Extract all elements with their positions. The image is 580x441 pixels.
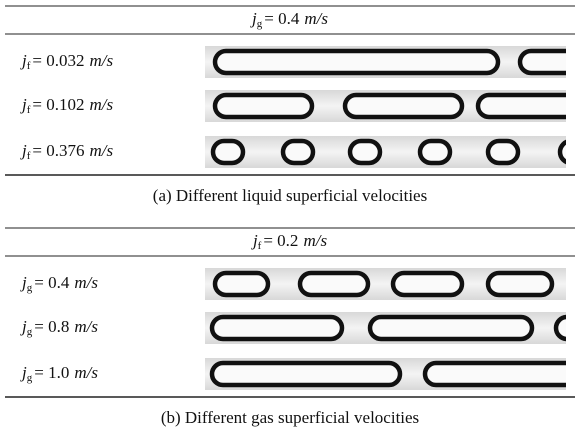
velocity-label: jg = 1.0 m/s	[20, 363, 98, 384]
unit: m/s	[74, 317, 98, 336]
bubble	[347, 138, 383, 166]
value: = 0.4	[264, 9, 300, 28]
velocity-label: jf = 0.102 m/s	[20, 95, 114, 116]
unit: m/s	[74, 273, 98, 292]
value: = 0.4	[34, 273, 70, 292]
bubble	[212, 48, 501, 76]
subscript: g	[257, 18, 263, 30]
symbol: j	[20, 273, 27, 292]
unit: m/s	[303, 231, 327, 250]
unit: m/s	[90, 95, 114, 114]
symbol: j	[250, 9, 257, 28]
bubble	[209, 314, 345, 342]
bubble-strip	[205, 268, 566, 300]
bubble	[553, 314, 566, 342]
unit: m/s	[74, 363, 98, 382]
bubble	[417, 138, 453, 166]
bubble	[485, 270, 555, 298]
unit: m/s	[90, 141, 114, 160]
value: = 0.2	[263, 231, 298, 250]
bubble	[209, 360, 403, 388]
bubble-strip	[205, 46, 566, 78]
value: = 0.032	[32, 51, 84, 70]
subscript: g	[27, 282, 33, 294]
value: = 0.8	[34, 317, 69, 336]
subscript: f	[27, 104, 31, 116]
bubble	[280, 138, 316, 166]
bubble	[517, 48, 566, 76]
bubble	[557, 139, 566, 165]
bubble	[485, 138, 521, 166]
unit: m/s	[90, 51, 114, 70]
symbol: j	[20, 51, 27, 70]
caption: (b) Different gas superficial velocities	[161, 408, 419, 427]
symbol: j	[20, 363, 27, 382]
velocity-label: jg = 0.8 m/s	[20, 317, 98, 338]
bubble-strip	[205, 312, 566, 344]
bubble	[367, 314, 535, 342]
velocity-label: jf = 0.2 m/s	[251, 231, 328, 252]
velocity-label: jf = 0.032 m/s	[20, 51, 114, 72]
symbol: j	[20, 141, 27, 160]
bubble	[212, 270, 271, 298]
bubble-strip	[205, 358, 566, 390]
subscript: f	[27, 150, 31, 162]
caption: (a) Different liquid superficial velocit…	[153, 186, 427, 205]
bubble	[422, 360, 566, 388]
velocity-label: jg = 0.4 m/s	[250, 9, 328, 30]
bubble	[475, 92, 566, 120]
velocity-label: jg = 0.4 m/s	[20, 273, 98, 294]
bubble	[210, 138, 246, 166]
subscript: g	[27, 372, 33, 384]
velocity-label: jf = 0.376 m/s	[20, 141, 114, 162]
bubble	[212, 92, 315, 120]
bubble	[342, 92, 465, 120]
symbol: j	[251, 231, 258, 250]
bubble	[390, 270, 465, 298]
subscript: f	[258, 240, 262, 252]
bubble-strip	[205, 136, 566, 168]
bubble	[297, 270, 371, 298]
subscript: g	[27, 326, 33, 338]
symbol: j	[20, 317, 27, 336]
value: = 0.102	[32, 95, 84, 114]
symbol: j	[20, 95, 27, 114]
subscript: f	[27, 60, 31, 72]
value: = 1.0	[34, 363, 69, 382]
value: = 0.376	[32, 141, 84, 160]
unit: m/s	[304, 9, 328, 28]
bubble-strip	[205, 90, 566, 122]
